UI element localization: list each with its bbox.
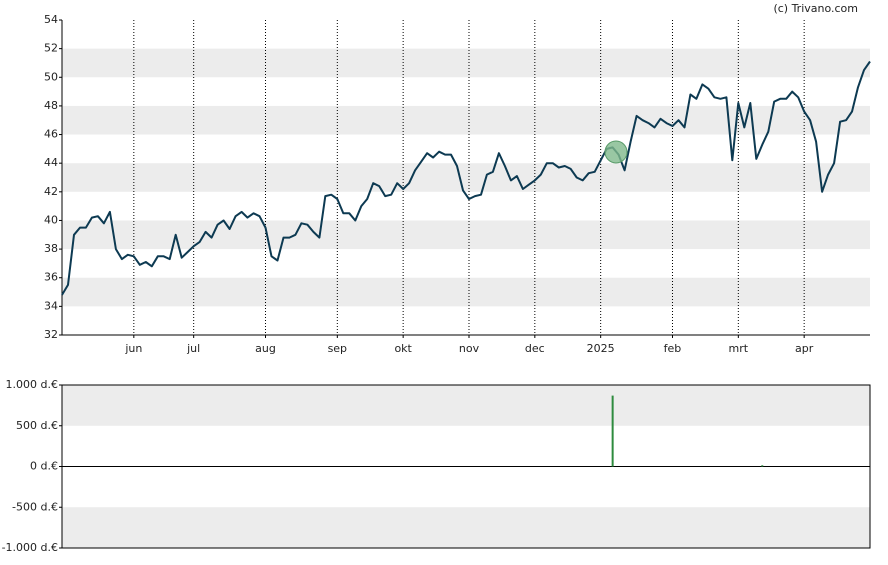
y-tick-label: 54 bbox=[44, 13, 58, 26]
plot-frame bbox=[61, 384, 871, 549]
y-tick-label: 44 bbox=[44, 156, 58, 169]
x-tick-label: feb bbox=[664, 342, 682, 355]
x-tick-label: jun bbox=[124, 342, 142, 355]
price-line bbox=[61, 60, 871, 296]
y-tick-label: -500 d.€ bbox=[12, 500, 58, 513]
grid-band bbox=[62, 277, 870, 307]
y-tick-label: -1.000 d.€ bbox=[2, 541, 58, 554]
x-tick-label: 2025 bbox=[587, 342, 615, 355]
event-marker bbox=[604, 140, 628, 164]
x-tick-label: dec bbox=[525, 342, 545, 355]
volume-bar bbox=[611, 395, 614, 467]
grid-band bbox=[62, 220, 870, 250]
x-tick-label: nov bbox=[459, 342, 480, 355]
x-tick-label: mrt bbox=[729, 342, 749, 355]
y-tick-label: 0 d.€ bbox=[30, 460, 58, 473]
y-tick-label: 1.000 d.€ bbox=[6, 378, 58, 391]
x-tick-label: sep bbox=[328, 342, 347, 355]
x-tick-label: aug bbox=[255, 342, 276, 355]
y-tick-label: 38 bbox=[44, 242, 58, 255]
y-tick-label: 52 bbox=[44, 42, 58, 55]
watermark: (c) Trivano.com bbox=[773, 2, 858, 15]
y-tick-label: 36 bbox=[44, 271, 58, 284]
grid-band bbox=[62, 163, 870, 192]
grid-band bbox=[62, 48, 870, 78]
x-tick-label: apr bbox=[795, 342, 814, 355]
y-tick-label: 40 bbox=[44, 213, 58, 226]
y-tick-label: 46 bbox=[44, 128, 58, 141]
y-tick-label: 48 bbox=[44, 99, 58, 112]
y-tick-label: 50 bbox=[44, 70, 58, 83]
y-tick-label: 34 bbox=[44, 299, 58, 312]
x-tick-label: jul bbox=[186, 342, 200, 355]
grid-band bbox=[62, 385, 870, 426]
grid-band bbox=[62, 507, 870, 548]
y-tick-label: 500 d.€ bbox=[16, 419, 58, 432]
y-tick-label: 42 bbox=[44, 185, 58, 198]
x-tick-label: okt bbox=[394, 342, 412, 355]
y-tick-label: 32 bbox=[44, 328, 58, 341]
volume-bar bbox=[761, 465, 764, 467]
